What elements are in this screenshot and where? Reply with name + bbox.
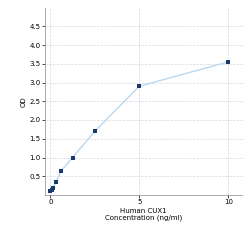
Point (48, 189, 52, 193)
Y-axis label: OD: OD (21, 96, 27, 106)
Point (60, 168, 64, 172)
Point (51, 186, 55, 190)
Point (226, 60, 230, 64)
X-axis label: Human CUX1
Concentration (ng/ml): Human CUX1 Concentration (ng/ml) (105, 208, 182, 222)
Point (50, 188, 54, 192)
Point (137, 84, 141, 88)
Point (93, 129, 97, 133)
Point (54, 180, 58, 184)
Point (70, 156, 74, 160)
